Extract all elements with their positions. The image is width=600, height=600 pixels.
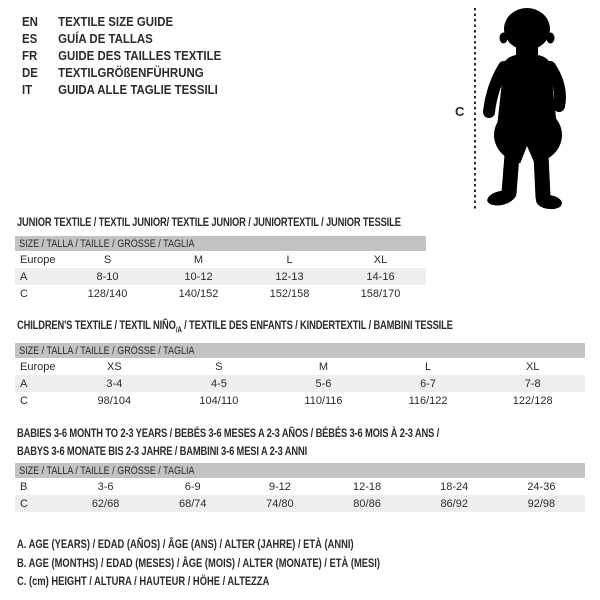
legend-notes: A. AGE (YEARS) / EDAD (AÑOS) / ÂGE (ANS)… [17,535,482,591]
note-age-months: B. AGE (MONTHS) / EDAD (MESES) / ÂGE (MO… [17,555,380,570]
note-height-cm: C. (cm) HEIGHT / ALTURA / HAUTEUR / HÖHE… [17,574,270,588]
height-cell: 158/170 [360,287,401,300]
size-cell: S [103,253,112,266]
toddler-silhouette [483,8,566,210]
row-label-cell: C [15,495,62,512]
months-cell: 6-9 [184,480,201,493]
height-cell: 92/98 [497,495,585,512]
age-cell: 4-5 [166,375,272,392]
lang-code: ES [22,31,38,46]
language-title-list: EN TEXTILE SIZE GUIDE ES GUÍA DE TALLAS … [22,13,248,98]
size-header-label: SIZE / TALLA / TAILLE / GRÖSSE / TAGLIA [19,237,195,250]
size-header-band: SIZE / TALLA / TAILLE / GRÖSSE / TAGLIA [15,463,585,478]
children-section-title: CHILDREN'S TEXTILE / TEXTIL NIÑO/A / TEX… [17,316,453,339]
babies-title-line1: BABIES 3-6 MONTH TO 2-3 YEARS / BEBÉS 3-… [17,426,440,440]
age-cell: 5-6 [271,375,376,392]
lang-row-fr: FR GUIDE DES TAILLES TEXTILE [22,47,221,64]
lang-title: TEXTILE SIZE GUIDE [58,14,174,29]
size-cell: XL [373,253,388,266]
age-cell: 10-12 [153,268,244,285]
height-cell: 98/104 [97,394,132,407]
months-cell: 24-36 [527,480,556,493]
table-row-height: C 98/104 104/110 110/116 116/122 122/128 [15,392,585,409]
age-cell: 6-7 [375,375,481,392]
height-cell: 62/68 [62,495,150,512]
height-cell: 116/122 [408,394,448,407]
children-title-suffix: / TEXTILE DES ENFANTS / KINDERTEXTIL / B… [181,318,453,332]
lang-code: IT [22,82,33,97]
lang-row-en: EN TEXTILE SIZE GUIDE [22,13,221,30]
table-row-months: B 3-6 6-9 9-12 12-18 18-24 24-36 [15,478,585,495]
height-reference-dotted-line [474,8,476,210]
lang-title: TEXTILGRÖßENFÜHRUNG [58,65,204,80]
junior-section-title: JUNIOR TEXTILE / TEXTIL JUNIOR/ TEXTILE … [17,215,401,229]
babies-title-line2: BABYS 3-6 MONATE BIS 2-3 JAHRE / BAMBINI… [17,444,308,458]
height-label-c: C [455,104,465,119]
height-cell: 140/152 [178,287,219,300]
height-cell: 128/140 [87,287,128,300]
row-label-cell: Europe [20,253,56,266]
lang-row-es: ES GUÍA DE TALLAS [22,30,221,47]
height-cell: 110/116 [304,394,343,407]
babies-size-table: SIZE / TALLA / TAILLE / GRÖSSE / TAGLIA … [15,463,585,512]
height-cell: 104/110 [199,394,239,407]
lang-code: EN [22,14,38,29]
months-cell: 18-24 [440,480,469,493]
age-cell: 8-10 [62,268,153,285]
table-row-age: A 8-10 10-12 12-13 14-16 [15,268,426,285]
size-cell: XS [106,360,122,373]
lang-title: GUIDA ALLE TAGLIE TESSILI [58,82,218,97]
table-row-height: C 128/140 140/152 152/158 158/170 [15,285,426,302]
lang-row-de: DE TEXTILGRÖßENFÜHRUNG [22,64,221,81]
table-row-age: A 3-4 4-5 5-6 6-7 7-8 [15,375,585,392]
table-row-height: C 62/68 68/74 74/80 80/86 86/92 92/98 [15,495,585,512]
months-cell: 3-6 [97,480,114,493]
lang-row-it: IT GUIDA ALLE TAGLIE TESSILI [22,81,221,98]
row-label-cell: B [20,480,28,493]
table-row-europe: Europe S M L XL [15,251,426,268]
babies-section-title: BABIES 3-6 MONTH TO 2-3 YEARS / BEBÉS 3-… [17,424,439,460]
size-cell: M [193,253,204,266]
row-label-cell: Europe [20,360,56,373]
height-cell: 122/128 [512,394,553,407]
children-title-subscript: /A [175,325,182,335]
height-cell: 86/92 [410,495,498,512]
height-cell: 152/158 [269,287,310,300]
lang-code: DE [22,65,38,80]
size-cell: L [286,253,293,266]
age-cell: 12-13 [244,268,335,285]
size-cell: M [318,360,329,373]
note-age-years: A. AGE (YEARS) / EDAD (AÑOS) / ÂGE (ANS)… [17,537,354,551]
size-cell: L [425,360,432,373]
size-cell: S [215,360,223,373]
row-label-cell: C [20,394,28,407]
junior-size-table: SIZE / TALLA / TAILLE / GRÖSSE / TAGLIA … [15,236,426,302]
row-label-cell: C [20,287,28,300]
size-header-band: SIZE / TALLA / TAILLE / GRÖSSE / TAGLIA [15,236,426,251]
children-title-prefix: CHILDREN'S TEXTILE / TEXTIL NIÑO [17,318,176,332]
lang-title: GUIDE DES TAILLES TEXTILE [58,48,222,63]
size-cell: XL [525,360,540,373]
row-label-cell: A [15,375,62,392]
height-cell: 80/86 [323,495,411,512]
children-size-table: SIZE / TALLA / TAILLE / GRÖSSE / TAGLIA … [15,343,585,409]
table-row-europe: Europe XS S M L XL [15,358,585,375]
months-cell: 12-18 [352,480,382,493]
size-header-label: SIZE / TALLA / TAILLE / GRÖSSE / TAGLIA [19,464,195,477]
months-cell: 9-12 [268,480,291,493]
age-cell: 3-4 [62,375,167,392]
row-label-cell: A [15,268,62,285]
age-cell: 7-8 [480,375,585,392]
size-header-band: SIZE / TALLA / TAILLE / GRÖSSE / TAGLIA [15,343,585,358]
age-cell: 14-16 [335,268,426,285]
lang-title: GUÍA DE TALLAS [58,31,153,46]
size-header-label: SIZE / TALLA / TAILLE / GRÖSSE / TAGLIA [19,344,195,357]
height-cell: 74/80 [236,495,324,512]
height-cell: 68/74 [149,495,237,512]
lang-code: FR [22,48,38,63]
